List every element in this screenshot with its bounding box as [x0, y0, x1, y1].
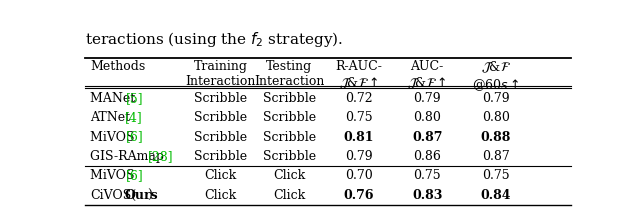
- Text: MiVOS: MiVOS: [90, 131, 138, 144]
- Text: Scribble: Scribble: [263, 150, 316, 163]
- Text: teractions (using the $f_2$ strategy).: teractions (using the $f_2$ strategy).: [85, 30, 343, 49]
- Text: 0.75: 0.75: [345, 111, 372, 124]
- Text: [6]: [6]: [126, 131, 144, 144]
- Text: Ours: Ours: [125, 189, 158, 202]
- Text: Training
Interaction: Training Interaction: [186, 60, 256, 88]
- Text: Scribble: Scribble: [263, 131, 316, 144]
- Text: 0.83: 0.83: [412, 189, 442, 202]
- Text: ): ): [147, 189, 152, 202]
- Text: 0.76: 0.76: [344, 189, 374, 202]
- Text: GIS-RAmap: GIS-RAmap: [90, 150, 168, 163]
- Text: Methods: Methods: [90, 60, 145, 73]
- Text: Click: Click: [205, 169, 237, 182]
- Text: 0.86: 0.86: [413, 150, 441, 163]
- Text: Click: Click: [273, 189, 305, 202]
- Text: Click: Click: [205, 189, 237, 202]
- Text: 0.84: 0.84: [481, 189, 511, 202]
- Text: MANet: MANet: [90, 92, 139, 105]
- Text: 0.80: 0.80: [482, 111, 509, 124]
- Text: Scribble: Scribble: [195, 92, 248, 105]
- Text: 0.87: 0.87: [482, 150, 509, 163]
- Text: Scribble: Scribble: [195, 111, 248, 124]
- Text: 0.81: 0.81: [344, 131, 374, 144]
- Text: [4]: [4]: [125, 111, 142, 124]
- Text: 0.75: 0.75: [482, 169, 509, 182]
- Text: AUC-
$\mathcal{J}$&$\mathcal{F}$$\uparrow$: AUC- $\mathcal{J}$&$\mathcal{F}$$\uparro…: [408, 60, 447, 91]
- Text: 0.79: 0.79: [482, 92, 509, 105]
- Text: 0.80: 0.80: [413, 111, 441, 124]
- Text: ATNet: ATNet: [90, 111, 134, 124]
- Text: 0.72: 0.72: [345, 92, 372, 105]
- Text: Testing
Interaction: Testing Interaction: [254, 60, 324, 88]
- Text: 0.70: 0.70: [345, 169, 372, 182]
- Text: [28]: [28]: [148, 150, 173, 163]
- Text: 0.79: 0.79: [345, 150, 372, 163]
- Text: $\mathcal{J}$&$\mathcal{F}$
@60$s$$\uparrow$: $\mathcal{J}$&$\mathcal{F}$ @60$s$$\upar…: [472, 60, 519, 94]
- Text: [6]: [6]: [126, 169, 144, 182]
- Text: 0.75: 0.75: [413, 169, 441, 182]
- Text: Scribble: Scribble: [195, 131, 248, 144]
- Text: R-AUC-
$\mathcal{J}$&$\mathcal{F}$$\uparrow$: R-AUC- $\mathcal{J}$&$\mathcal{F}$$\upar…: [335, 60, 382, 91]
- Text: Scribble: Scribble: [263, 111, 316, 124]
- Text: 0.79: 0.79: [413, 92, 441, 105]
- Text: Scribble: Scribble: [263, 92, 316, 105]
- Text: Click: Click: [273, 169, 305, 182]
- Text: [5]: [5]: [126, 92, 144, 105]
- Text: 0.87: 0.87: [412, 131, 442, 144]
- Text: CiVOS(: CiVOS(: [90, 189, 136, 202]
- Text: MiVOS: MiVOS: [90, 169, 138, 182]
- Text: Scribble: Scribble: [195, 150, 248, 163]
- Text: 0.88: 0.88: [481, 131, 511, 144]
